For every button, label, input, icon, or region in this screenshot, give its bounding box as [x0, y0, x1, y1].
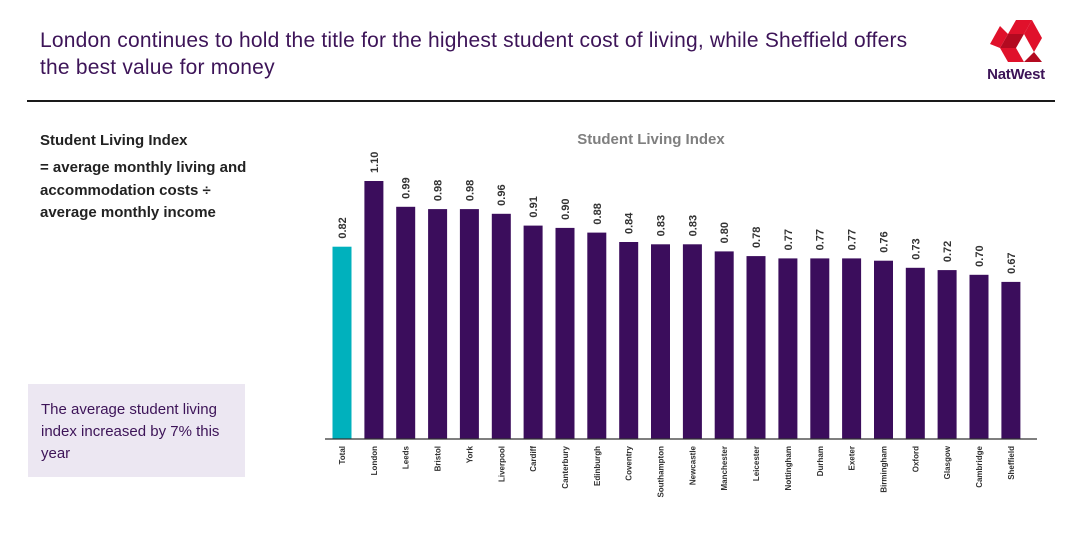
value-label: 0.76	[878, 231, 890, 252]
value-label: 0.73	[910, 238, 922, 259]
value-label: 0.78	[751, 227, 763, 248]
natwest-logo: NatWest	[978, 18, 1054, 90]
callout-text: The average student living index increas…	[41, 401, 220, 462]
definition-title: Student Living Index	[40, 132, 188, 149]
bar-exeter	[842, 258, 862, 439]
category-label: Leicester	[752, 446, 761, 481]
category-label: Total	[338, 446, 347, 465]
bar-canterbury	[555, 227, 575, 439]
value-label: 0.99	[401, 177, 413, 198]
value-label: 0.91	[528, 196, 540, 217]
bar-southampton	[651, 244, 670, 439]
category-label: Durham	[816, 446, 825, 476]
natwest-cubes-icon	[990, 20, 1042, 62]
value-label: 1.10	[369, 152, 381, 173]
bar-newcastle	[682, 244, 702, 439]
category-label: Oxford	[911, 446, 920, 472]
category-label: York	[465, 445, 474, 463]
value-label: 0.77	[783, 229, 795, 250]
bar-cardiff	[523, 225, 543, 439]
value-label: 0.84	[624, 212, 636, 234]
bar-glasgow	[937, 270, 957, 439]
category-label: Manchester	[720, 446, 729, 490]
bar-total	[332, 246, 352, 439]
bar-manchester	[714, 251, 734, 439]
value-label: 0.96	[496, 184, 508, 205]
value-label: 0.80	[719, 222, 731, 243]
value-label: 0.70	[974, 245, 986, 266]
value-label: 0.82	[337, 217, 349, 238]
category-label: Glasgow	[943, 445, 952, 479]
bar-edinburgh	[587, 232, 607, 439]
category-label: Southampton	[657, 446, 666, 498]
category-label: Cambridge	[975, 445, 984, 487]
bar-london	[364, 181, 384, 439]
bar-nottingham	[778, 258, 798, 439]
bar-cambridge	[969, 274, 989, 439]
bar-bristol	[428, 209, 448, 439]
category-label: Newcastle	[688, 445, 697, 485]
value-label: 0.90	[560, 198, 572, 219]
bar-coventry	[619, 242, 639, 439]
bar-birmingham	[874, 260, 893, 439]
value-label: 0.77	[815, 229, 827, 250]
value-label: 0.83	[656, 215, 668, 236]
value-label: 0.98	[464, 180, 476, 201]
category-label: Exeter	[848, 446, 857, 470]
value-label: 0.98	[433, 180, 445, 201]
category-label: Liverpool	[497, 446, 506, 482]
category-label: Leeds	[402, 445, 411, 469]
category-label: Edinburgh	[593, 446, 602, 486]
value-label: 0.83	[687, 215, 699, 236]
value-label: 0.88	[592, 203, 604, 224]
bar-sheffield	[1001, 281, 1021, 439]
category-label: Coventry	[625, 445, 634, 480]
bar-york	[459, 209, 479, 439]
category-label: Birmingham	[879, 446, 888, 493]
category-label: Sheffield	[1007, 446, 1016, 480]
bar-durham	[810, 258, 830, 439]
page-title: London continues to hold the title for t…	[40, 29, 908, 79]
chart-title: Student Living Index	[577, 131, 725, 148]
definition-text: = average monthly living and accommodati…	[40, 159, 247, 221]
category-label: Bristol	[434, 446, 443, 471]
value-label: 0.67	[1006, 252, 1018, 273]
bar-leeds	[396, 206, 416, 439]
bar-oxford	[905, 267, 925, 439]
category-label: Nottingham	[784, 446, 793, 490]
value-label: 0.72	[942, 241, 954, 262]
callout-box: The average student living index increas…	[28, 384, 245, 477]
bar-liverpool	[491, 213, 511, 439]
logo-text: NatWest	[987, 66, 1045, 83]
value-label: 0.77	[847, 229, 859, 250]
header-divider	[27, 100, 1055, 102]
bar-leicester	[746, 256, 766, 439]
category-label: Cardiff	[529, 446, 538, 472]
category-label: Canterbury	[561, 445, 570, 488]
category-label: London	[370, 446, 379, 475]
